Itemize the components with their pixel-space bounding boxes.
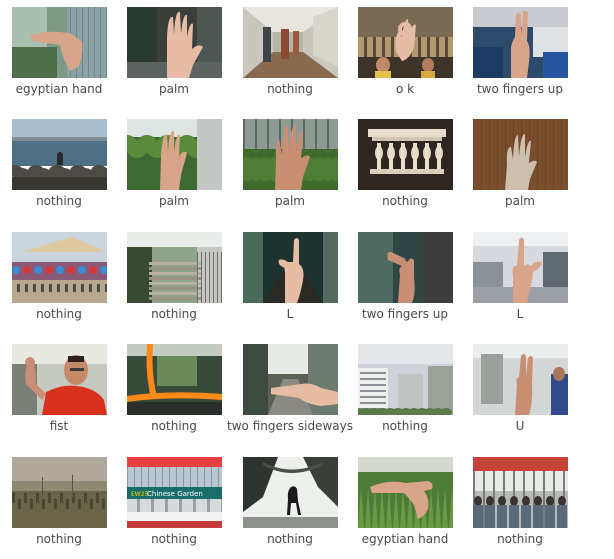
thumbnail-dusk-field [12,457,107,528]
image-caption: U [515,419,525,433]
image-caption: palm [159,82,189,96]
grid-cell: nothing [231,7,349,109]
grid-cell: egyptian hand [0,7,118,109]
grid-cell: palm [115,7,233,109]
grid-cell: palm [115,119,233,221]
image-caption: nothing [382,419,428,433]
thumbnail-crowd-shelter [473,457,568,528]
image-caption: nothing [151,419,197,433]
thumbnail-u-sign-room [473,344,568,415]
image-caption: palm [159,194,189,208]
svg-text:Chinese Garden: Chinese Garden [147,490,203,498]
svg-text:EW25: EW25 [131,491,149,498]
image-caption: nothing [267,532,313,546]
image-caption: nothing [497,532,543,546]
thumbnail-two-fingers-sideways [243,344,338,415]
grid-cell: two fingers sideways [227,344,353,446]
image-caption: nothing [36,307,82,321]
grid-cell: nothing [346,344,464,446]
image-caption: nothing [36,194,82,208]
image-caption: nothing [382,194,428,208]
thumbnail-palm-garden [243,119,338,190]
grid-cell: palm [231,119,349,221]
image-caption: egyptian hand [15,82,103,96]
thumbnail-two-fingers-office [473,7,568,78]
grid-cell: U [461,344,579,446]
grid-cell: nothing [115,232,233,334]
grid-cell: L [231,232,349,334]
image-caption: L [516,307,524,321]
grid-cell: nothing [231,457,349,559]
thumbnail-fairground [12,232,107,303]
thumbnail-palm-wood [473,119,568,190]
image-caption: nothing [36,532,82,546]
image-caption: palm [275,194,305,208]
thumbnail-buildings [358,344,453,415]
grid-cell: fist [0,344,118,446]
thumbnail-corridor [243,7,338,78]
grid-cell: L [461,232,579,334]
image-caption: two fingers up [476,82,564,96]
grid-cell: nothing [0,232,118,334]
thumbnail-balustrade [358,119,453,190]
grid-cell: palm [461,119,579,221]
thumbnail-person-red-shirt [12,344,107,415]
thumbnail-dog-silhouette [243,457,338,528]
grid-cell: nothing [0,457,118,559]
thumbnail-chinese-garden-sign: Chinese Garden EW25 [127,457,222,528]
thumbnail-ok-sign-room [358,7,453,78]
grid-cell: nothing [0,119,118,221]
thumbnail-stairs [127,232,222,303]
image-caption: nothing [151,307,197,321]
grid-cell: Chinese Garden EW25 nothing [115,457,233,559]
thumbnail-l-sign-corridor [243,232,338,303]
grid-cell: nothing [115,344,233,446]
image-caption: o k [395,82,415,96]
grid-cell: nothing [461,457,579,559]
image-caption: two fingers sideways [227,419,353,433]
image-caption: L [286,307,294,321]
thumbnail-palm-greenery [127,119,222,190]
image-caption: nothing [267,82,313,96]
image-caption: nothing [151,532,197,546]
grid-cell: egyptian hand [346,457,464,559]
image-caption: two fingers up [361,307,449,321]
thumbnail-two-fingers-hall [358,232,453,303]
thumbnail-hand-horizontal-garden [358,457,453,528]
grid-cell: two fingers up [346,232,464,334]
grid-cell: two fingers up [461,7,579,109]
image-caption: egyptian hand [361,532,449,546]
thumbnail-sea-rocks [12,119,107,190]
image-caption: palm [505,194,535,208]
thumbnail-hand-horizontal-window [12,7,107,78]
grid-cell: nothing [346,119,464,221]
image-caption: fist [49,419,69,433]
thumbnail-palm-dark-street [127,7,222,78]
grid-cell: o k [346,7,464,109]
thumbnail-l-sign-office [473,232,568,303]
thumbnail-bus-interior [127,344,222,415]
